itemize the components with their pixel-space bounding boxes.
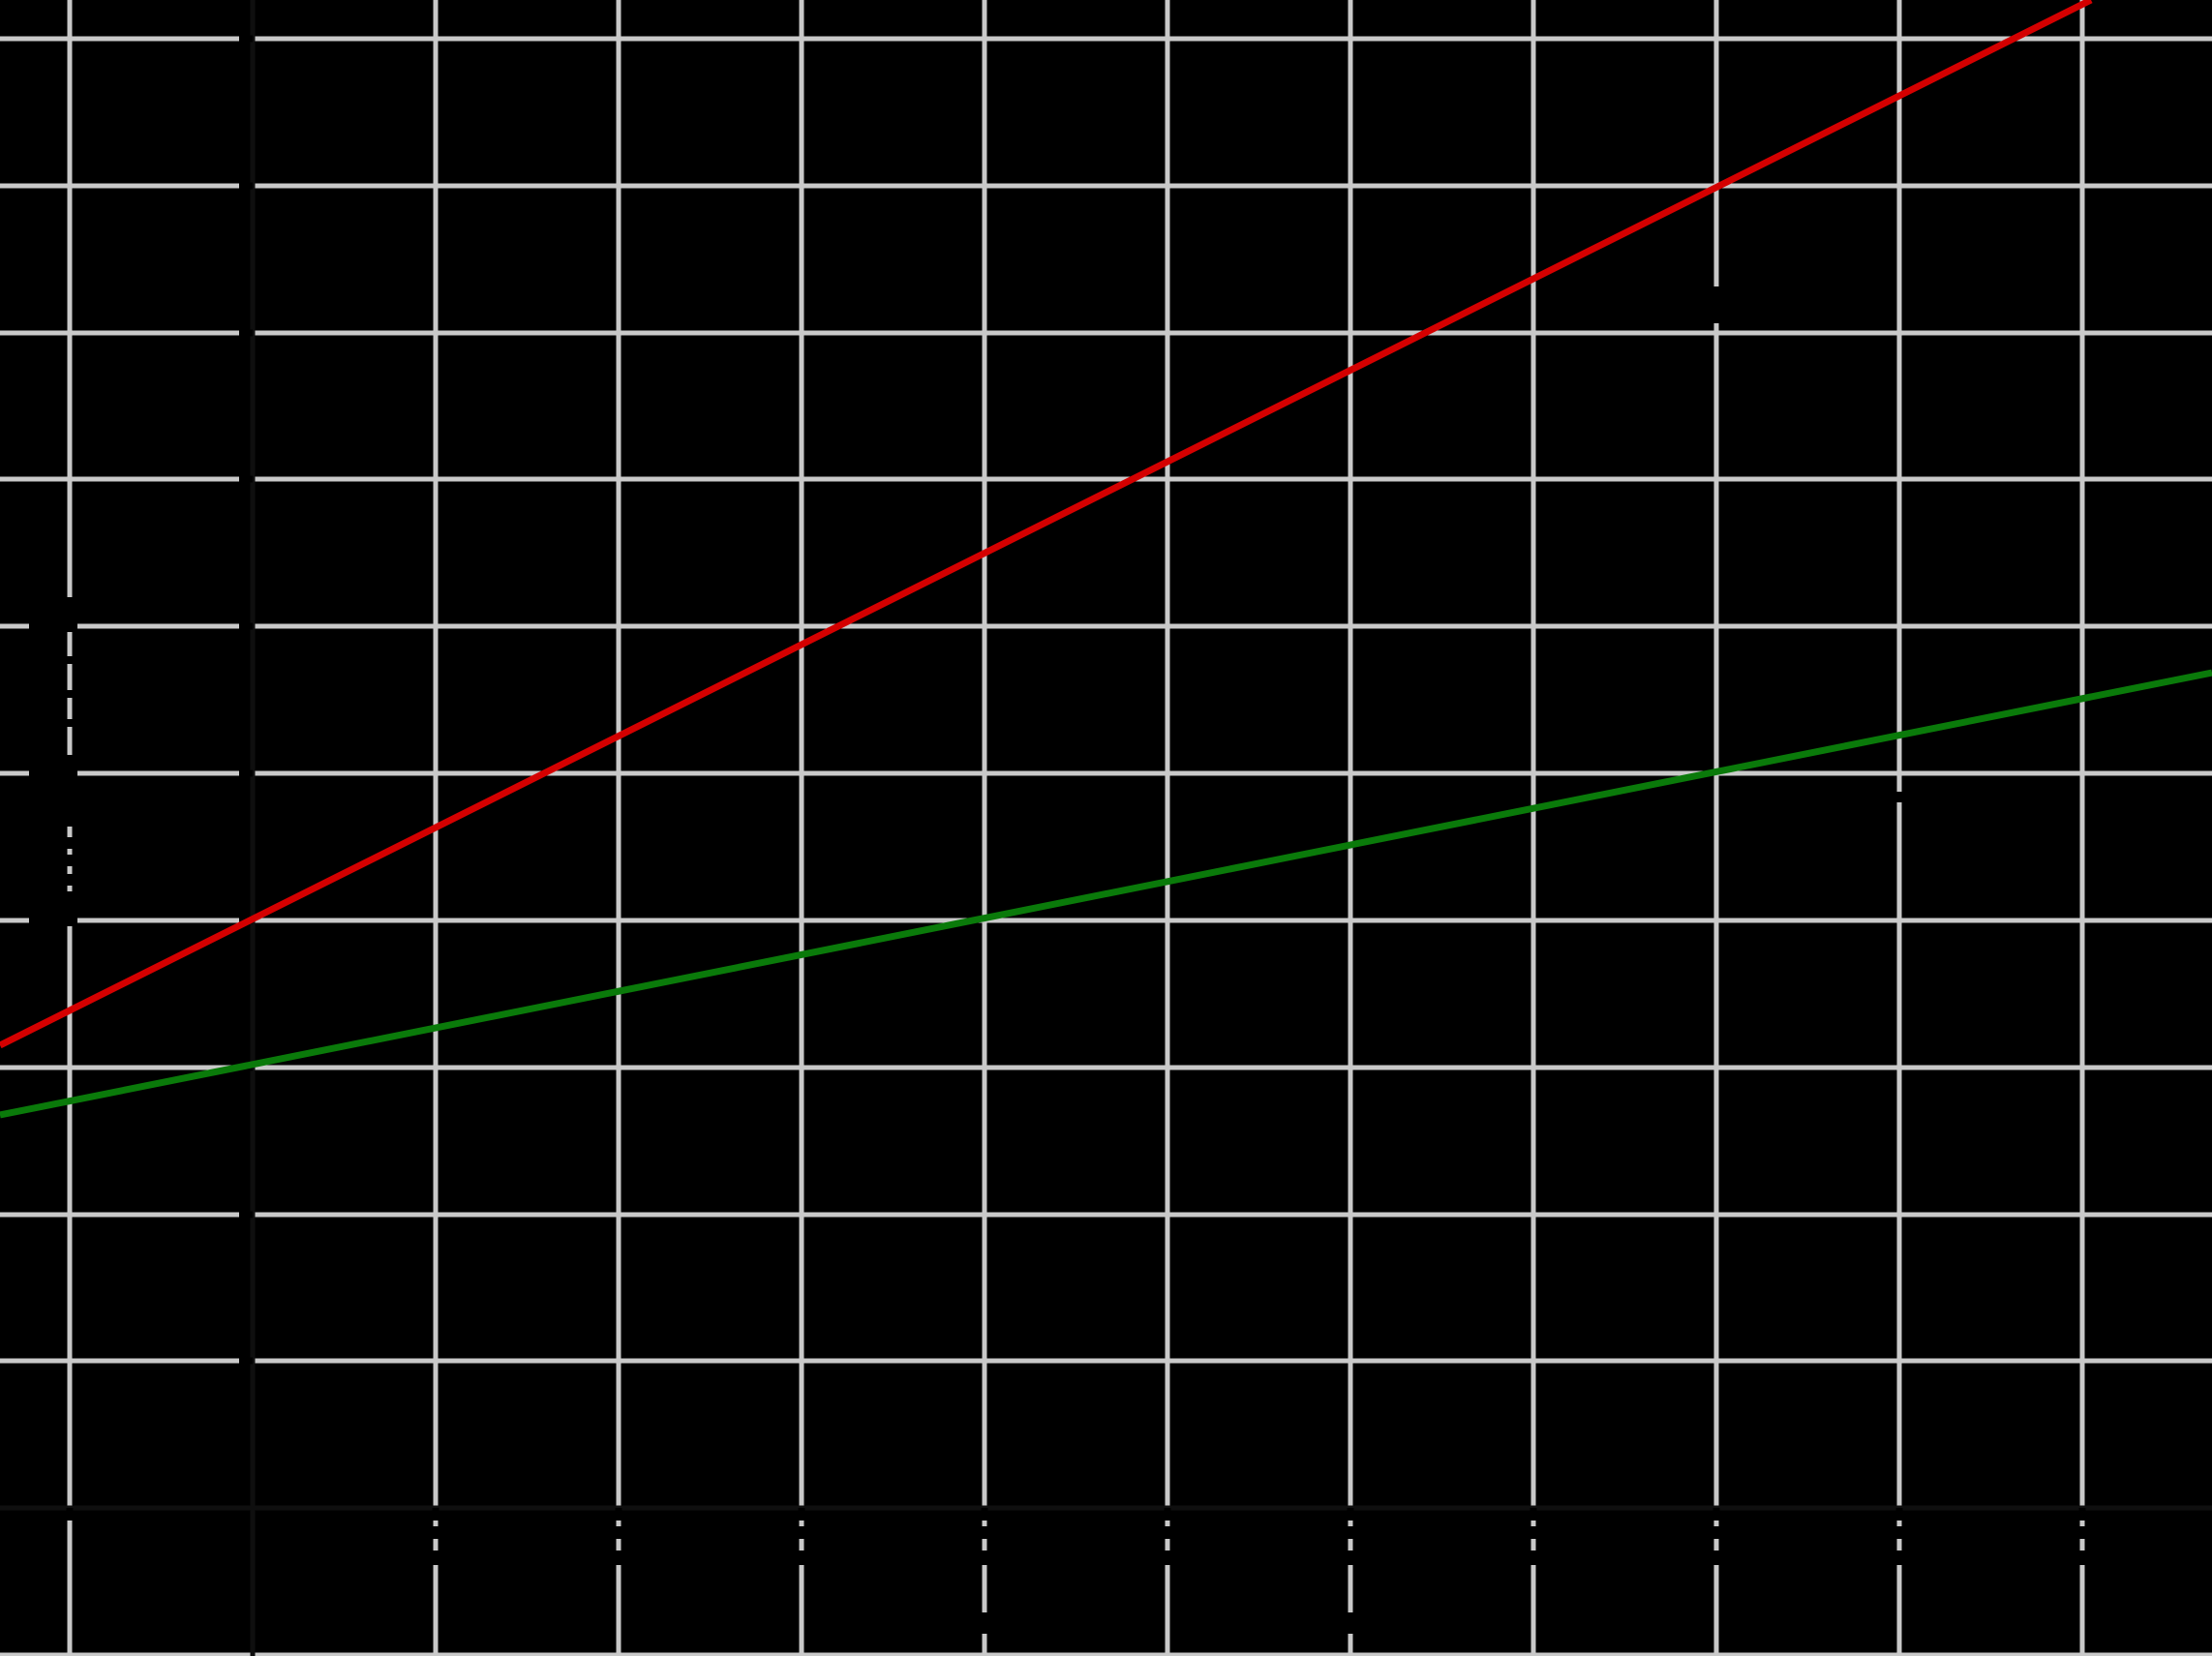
x-tick-label-blob	[603, 1526, 634, 1539]
y-axis-title-blob	[29, 891, 77, 926]
y-axis-tick	[239, 622, 253, 630]
red-line	[0, 0, 2093, 1049]
x-axis-tick	[432, 1508, 439, 1521]
x-tick-label-blob	[1152, 1526, 1183, 1539]
x-axis-tick	[66, 1508, 74, 1521]
green-curve-label-blob	[1884, 792, 1915, 802]
x-axis-tick	[1530, 1508, 1537, 1521]
x-axis-tick	[1895, 1508, 1903, 1521]
x-tick-label-blob	[420, 1551, 451, 1565]
x-axis-tick	[981, 1508, 988, 1521]
x-tick-label-blob	[1152, 1551, 1183, 1565]
x-axis-tick	[2078, 1508, 2086, 1521]
y-axis-tick	[239, 475, 253, 483]
y-axis-tick	[239, 1357, 253, 1365]
x-tick-label-blob	[603, 1551, 634, 1565]
y-axis-tick	[239, 769, 253, 777]
x-tick-label-blob	[1518, 1526, 1549, 1539]
x-tick-label-blob	[1518, 1551, 1549, 1565]
x-tick-label-blob	[1335, 1551, 1366, 1565]
y-axis-title-blob	[29, 837, 77, 849]
x-tick-label-blob	[420, 1526, 451, 1539]
x-tick-label-blob	[2067, 1526, 2098, 1539]
x-tick-label-blob	[969, 1526, 1000, 1539]
x-tick-label-blob	[786, 1526, 817, 1539]
x-tick-label-blob	[1884, 1526, 1915, 1539]
x-axis-tick	[615, 1508, 622, 1521]
y-axis-title-blob	[29, 656, 77, 664]
x-axis-title-blob-2	[1288, 1612, 1423, 1634]
y-axis-title-blob	[29, 690, 77, 698]
x-tick-label-blob	[1335, 1526, 1366, 1539]
y-axis-title-blob	[29, 874, 77, 886]
y-axis-title-blob	[29, 755, 77, 782]
series-layer	[0, 0, 2212, 1119]
x-axis-title-blob-1	[924, 1612, 1070, 1634]
y-axis-tick	[239, 329, 253, 337]
y-axis-tick	[239, 182, 253, 190]
y-axis-tick	[239, 35, 253, 43]
x-tick-label-blob	[969, 1551, 1000, 1565]
y-axis-tick	[239, 1211, 253, 1219]
x-tick-label-blob	[2067, 1551, 2098, 1565]
y-axis-title-blob	[29, 855, 77, 866]
x-tick-label-blob	[1701, 1551, 1732, 1565]
red-curve-label-blob	[1701, 286, 1734, 323]
x-axis-tick	[1347, 1508, 1354, 1521]
y-axis-title-blob	[29, 597, 77, 632]
x-tick-label-blob	[1884, 1551, 1915, 1565]
green-line	[0, 669, 2212, 1119]
x-axis-tick	[1712, 1508, 1720, 1521]
occluded-labels-layer	[29, 35, 2098, 1634]
x-axis-tick	[798, 1508, 805, 1521]
x-tick-label-blob	[786, 1551, 817, 1565]
x-axis-tick	[1164, 1508, 1171, 1521]
x-tick-label-blob	[1701, 1526, 1732, 1539]
y-axis-title-blob	[29, 719, 77, 727]
y-axis-title-blob	[29, 780, 77, 827]
